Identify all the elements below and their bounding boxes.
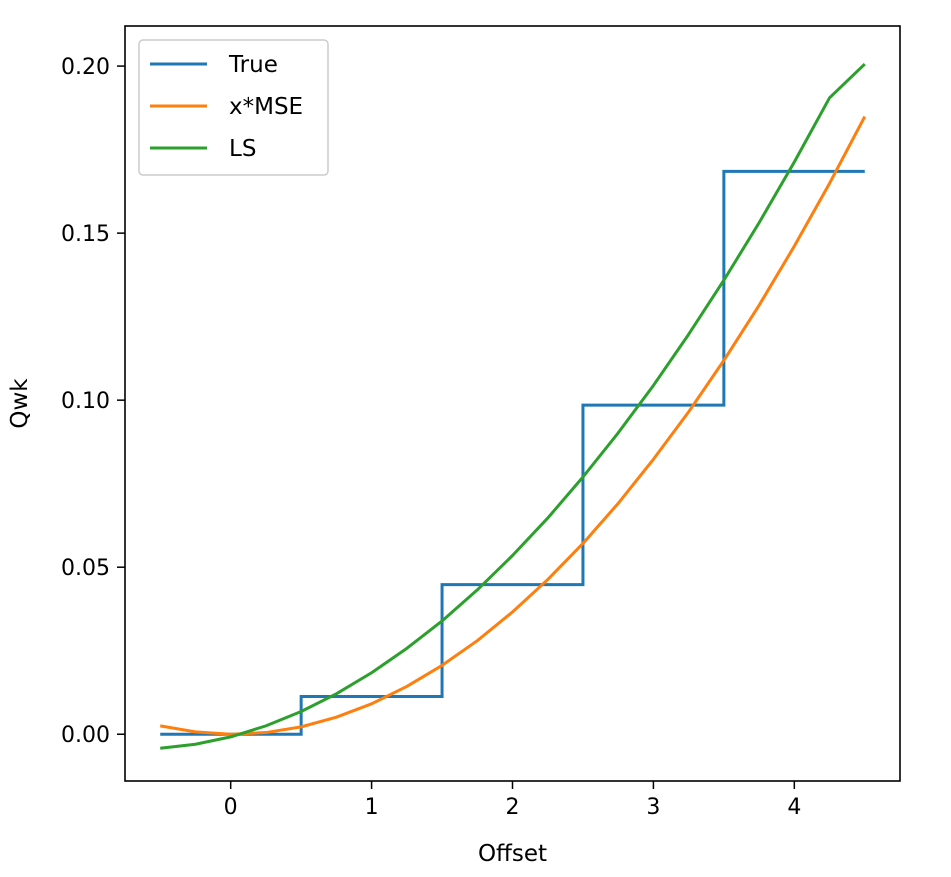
y-tick-label: 0.00	[61, 723, 110, 748]
y-axis: 0.00 0.05 0.10 0.15 0.20	[61, 55, 125, 748]
legend-label: x*MSE	[229, 94, 303, 120]
series-line-true	[160, 169, 865, 736]
legend-label: LS	[229, 136, 256, 162]
series-line-x-mse	[159, 115, 867, 736]
x-tick-label: 0	[224, 795, 238, 820]
x-tick-label: 1	[365, 795, 379, 820]
x-tick-label: 2	[506, 795, 520, 820]
x-tick-label: 4	[787, 795, 801, 820]
y-tick-label: 0.15	[61, 222, 110, 247]
legend: True x*MSE LS	[138, 39, 329, 176]
y-tick-label: 0.20	[61, 55, 110, 80]
series-line-ls	[160, 62, 866, 750]
x-tick-label: 3	[646, 795, 660, 820]
legend-label: True	[228, 52, 278, 78]
legend-frame	[138, 39, 329, 176]
x-axis-label: Offset	[478, 841, 547, 867]
series-layer	[159, 62, 867, 750]
y-tick-label: 0.05	[61, 556, 110, 581]
y-axis-label: Qwk	[7, 378, 33, 429]
x-axis: 0 1 2 3 4	[224, 781, 801, 820]
y-tick-label: 0.10	[61, 389, 110, 414]
